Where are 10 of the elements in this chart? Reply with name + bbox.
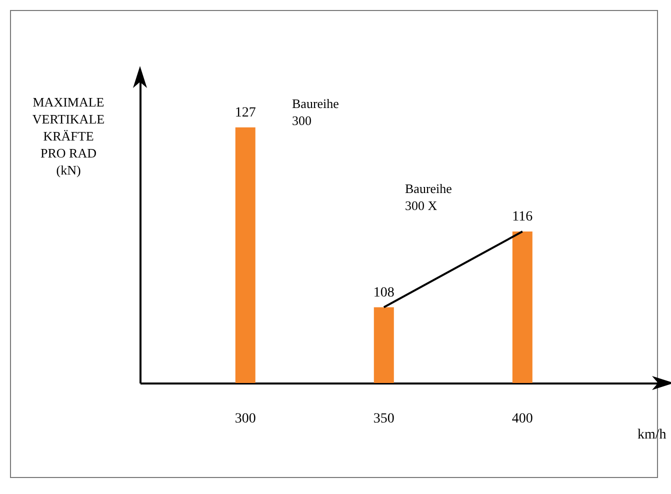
x-tick-label: 400 (512, 412, 533, 426)
data-label: 116 (512, 210, 533, 224)
x-axis-title: km/h (638, 428, 666, 442)
data-label: 108 (373, 285, 394, 300)
annotation: Baureihe 300 X (405, 181, 452, 213)
annotation: Baureihe 300 (292, 96, 340, 128)
y-axis-title: MAXIMALE VERTIKALE KRÄFTE PRO RAD (kN) (32, 94, 105, 178)
data-label: 127 (234, 105, 256, 120)
x-tick-label: 350 (373, 412, 394, 426)
x-tick-label: 300 (234, 412, 256, 426)
